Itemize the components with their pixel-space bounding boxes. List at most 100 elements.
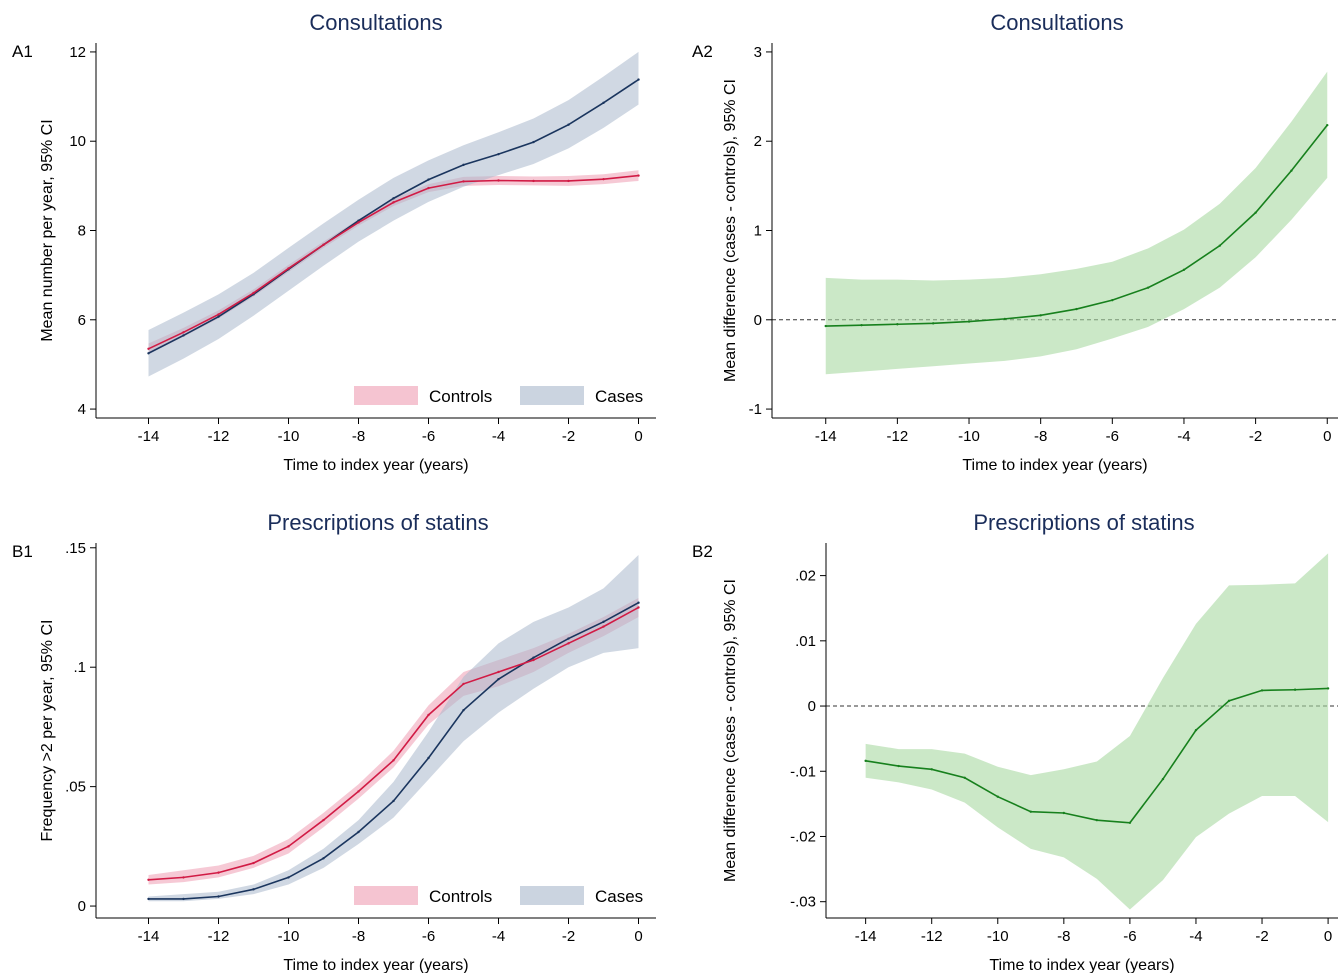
data-point <box>392 799 395 803</box>
y-tick-label: .02 <box>795 568 816 585</box>
data-point <box>1290 169 1293 172</box>
x-tick-label: -10 <box>958 428 980 445</box>
y-tick-label: .01 <box>795 633 816 650</box>
data-point <box>567 179 570 183</box>
y-tick-label: .1 <box>73 659 86 676</box>
y-tick-label: 0 <box>78 898 86 915</box>
data-point <box>147 352 150 355</box>
x-tick-label: -4 <box>492 928 505 945</box>
x-tick-label: -8 <box>1057 928 1070 945</box>
x-tick-label: -2 <box>562 428 575 445</box>
x-tick-label: 0 <box>1323 428 1331 445</box>
y-tick-label: .05 <box>65 779 86 796</box>
x-tick-label: -8 <box>1034 428 1047 445</box>
data-point <box>182 897 185 901</box>
data-point <box>1075 307 1078 311</box>
legend-label-controls: Controls <box>429 887 492 906</box>
data-point <box>602 625 605 628</box>
data-point <box>1218 244 1221 247</box>
x-tick-label: -6 <box>1123 928 1136 945</box>
data-point <box>532 656 535 659</box>
x-axis-title: Time to index year (years) <box>283 957 468 973</box>
data-point <box>1095 818 1099 822</box>
legend-swatch-cases <box>520 386 584 405</box>
data-point <box>392 197 395 200</box>
data-point <box>462 180 465 183</box>
data-point <box>602 101 605 105</box>
y-tick-label: 1 <box>754 223 762 240</box>
x-tick-label: -6 <box>422 928 435 945</box>
data-point <box>357 790 360 793</box>
data-point <box>497 152 500 156</box>
data-point <box>497 670 500 674</box>
panel-label: A2 <box>692 42 713 61</box>
y-tick-label: -.01 <box>790 763 816 780</box>
data-point <box>322 243 325 246</box>
data-point <box>497 677 500 681</box>
y-tick-label: -.02 <box>790 828 816 845</box>
data-point <box>147 878 150 881</box>
legend-label-controls: Controls <box>429 387 492 406</box>
data-point <box>567 123 570 126</box>
data-point <box>357 221 360 224</box>
data-point <box>252 861 255 865</box>
panel-label: A1 <box>12 42 33 61</box>
x-tick-label: -2 <box>1255 928 1268 945</box>
panel-title: Prescriptions of statins <box>973 510 1194 535</box>
legend-swatch-cases <box>520 886 584 905</box>
panel-b2: Prescriptions of statins B2 -.03 -.02 -.01 0.… <box>692 510 1338 973</box>
ci-band-cases <box>148 554 639 902</box>
x-tick-label: -4 <box>492 428 505 445</box>
x-tick-label: -10 <box>987 928 1009 945</box>
data-point <box>392 759 395 762</box>
y-tick-label: 12 <box>69 44 86 61</box>
y-tick-label: -1 <box>749 401 762 418</box>
x-tick-label: -2 <box>1249 428 1262 445</box>
data-point <box>1029 810 1033 813</box>
data-point <box>217 315 220 318</box>
data-point <box>1326 687 1330 690</box>
ci-band-difference <box>825 71 1328 375</box>
data-point <box>637 606 640 609</box>
data-point <box>427 186 430 190</box>
x-tick-label: -6 <box>422 428 435 445</box>
data-point <box>602 620 605 624</box>
data-point <box>357 830 360 834</box>
legend-swatch-controls <box>354 386 418 405</box>
x-tick-label: -4 <box>1177 428 1190 445</box>
data-point <box>896 323 899 326</box>
data-point <box>1254 211 1257 214</box>
data-point <box>1062 811 1066 815</box>
data-point <box>532 658 535 662</box>
data-point <box>322 857 325 860</box>
legend-label-cases: Cases <box>595 887 643 906</box>
data-point <box>182 876 185 879</box>
data-point <box>864 759 867 763</box>
data-point <box>932 322 935 325</box>
y-axis-title: Mean number per year, 95% CI <box>39 119 56 341</box>
x-tick-label: -12 <box>208 428 230 445</box>
data-point <box>1003 317 1007 321</box>
data-point <box>996 795 999 798</box>
data-point <box>182 334 185 337</box>
data-point <box>217 871 220 874</box>
data-point <box>217 313 220 316</box>
data-point <box>897 764 900 768</box>
y-axis-title: Mean difference (cases - controls), 95% … <box>722 579 739 882</box>
data-point <box>147 897 150 901</box>
data-point <box>532 179 535 183</box>
data-point <box>462 682 465 686</box>
data-point <box>287 876 290 879</box>
x-tick-label: -12 <box>208 928 230 945</box>
y-tick-label: .15 <box>65 540 86 557</box>
y-tick-label: 2 <box>754 133 762 150</box>
data-point <box>1182 268 1186 271</box>
data-point <box>1326 123 1329 127</box>
data-point <box>637 78 640 81</box>
panel-title: Consultations <box>990 10 1123 35</box>
x-tick-label: -12 <box>887 428 909 445</box>
x-tick-label: -8 <box>352 428 365 445</box>
data-point <box>532 140 535 144</box>
data-point <box>462 163 465 167</box>
